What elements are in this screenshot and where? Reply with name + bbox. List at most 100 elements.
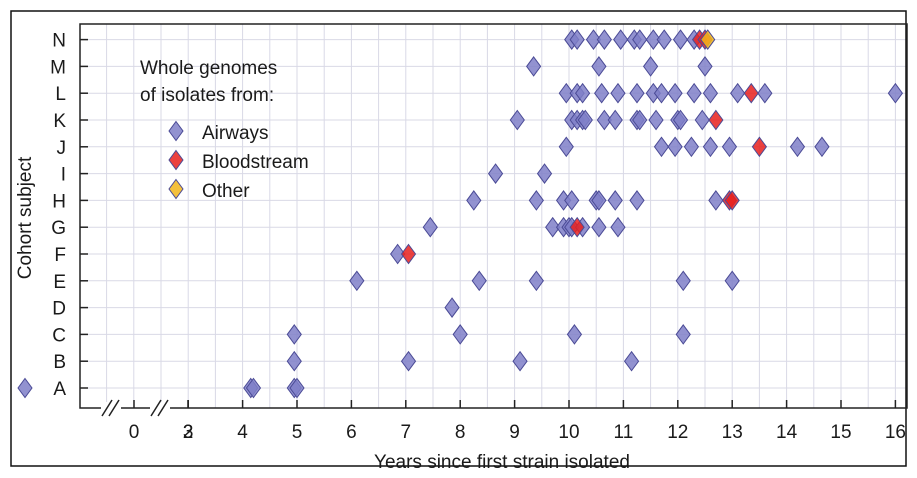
legend-title-line-1: Whole genomes xyxy=(140,58,277,79)
legend-label-other: Other xyxy=(202,181,250,202)
data-point-airways-n xyxy=(569,29,585,50)
data-point-airways-h xyxy=(708,190,724,211)
x-tick-label-4: 4 xyxy=(237,422,248,443)
data-point-airways-m xyxy=(591,56,607,77)
legend-title-line-2: of isolates from: xyxy=(140,85,274,106)
data-point-airways-b xyxy=(512,350,528,372)
data-point-airways-k xyxy=(509,109,525,131)
legend-marker-airways xyxy=(168,120,184,142)
data-point-airways-e xyxy=(528,270,544,292)
data-point-airways-h xyxy=(591,190,607,211)
y-tick-label-j: J xyxy=(57,138,67,159)
x-tick-label-2: 2 xyxy=(183,422,194,443)
data-point-airways-j xyxy=(653,136,670,158)
data-point-airways-n xyxy=(632,29,648,50)
data-point-bloodstream-l xyxy=(743,82,759,104)
data-point-airways-e xyxy=(349,270,365,292)
data-point-bloodstream-f xyxy=(400,243,417,265)
axis-break-slash xyxy=(157,399,169,417)
data-point-airways-i xyxy=(536,163,553,184)
data-point-airways-b xyxy=(623,350,640,372)
data-point-airways-j xyxy=(789,136,806,158)
data-point-airways-c xyxy=(675,324,691,345)
data-point-airways-e xyxy=(675,270,691,292)
data-point-airways-l xyxy=(887,82,904,104)
data-point-airways-j xyxy=(721,136,738,158)
data-point-airways-j xyxy=(558,136,574,158)
y-tick-label-d: D xyxy=(52,299,66,320)
data-point-airways-b xyxy=(286,350,302,372)
data-point-airways-j xyxy=(667,136,683,158)
data-point-airways-e xyxy=(724,270,740,292)
legend-marker-other xyxy=(168,178,184,200)
data-point-airways-c xyxy=(286,324,302,345)
data-point-airways-h xyxy=(564,190,580,211)
data-point-other-n xyxy=(700,29,716,50)
x-tick-label-14: 14 xyxy=(776,422,798,443)
data-point-airways-c xyxy=(566,324,583,345)
data-point-bloodstream-h xyxy=(724,190,740,211)
data-point-airways-j xyxy=(683,136,700,158)
data-point-airways-l xyxy=(594,82,610,104)
data-point-airways-l xyxy=(686,82,702,104)
data-point-airways-k xyxy=(648,109,664,131)
x-tick-label-10: 10 xyxy=(558,422,579,443)
data-point-airways-h xyxy=(607,190,623,211)
legend-label-airways: Airways xyxy=(202,123,269,144)
data-point-airways-h xyxy=(528,190,544,211)
x-tick-label-11: 11 xyxy=(614,422,634,443)
y-tick-label-n: N xyxy=(52,31,66,52)
x-tick-label-3: 3 xyxy=(183,422,194,443)
data-point-airways-e xyxy=(471,270,487,292)
data-point-airways-m xyxy=(526,56,542,77)
data-point-airways-n xyxy=(645,29,661,50)
data-point-airways-l xyxy=(667,82,683,104)
data-point-airways-h xyxy=(629,190,645,211)
x-tick-label-8: 8 xyxy=(455,422,466,443)
x-tick-label-7: 7 xyxy=(401,422,412,443)
x-tick-label-9: 9 xyxy=(509,422,520,443)
data-point-airways-k xyxy=(577,109,593,131)
data-point-airways-l xyxy=(730,82,746,104)
data-point-airways-l xyxy=(702,82,719,104)
data-point-airways-g xyxy=(610,216,626,238)
data-point-airways-g xyxy=(545,216,561,238)
data-point-airways-n xyxy=(613,29,629,50)
legend-label-bloodstream: Bloodstream xyxy=(202,152,309,173)
y-tick-label-a: A xyxy=(53,379,66,400)
data-point-airways-l xyxy=(653,82,670,104)
data-point-airways-a xyxy=(245,377,262,399)
data-point-airways-j xyxy=(814,136,830,158)
data-point-airways-b xyxy=(400,350,417,372)
y-tick-label-k: K xyxy=(53,111,66,132)
axis-break-slash xyxy=(101,399,113,417)
data-point-bloodstream-k xyxy=(708,109,724,131)
x-tick-label-5: 5 xyxy=(292,422,303,443)
data-point-bloodstream-g xyxy=(569,216,585,238)
figure-border xyxy=(10,10,907,467)
data-point-airways-n xyxy=(596,29,612,50)
data-point-airways-a xyxy=(17,377,33,399)
data-point-airways-g xyxy=(422,216,438,238)
data-point-airways-c xyxy=(452,324,468,345)
x-tick-label-15: 15 xyxy=(830,422,851,443)
y-axis-label: Cohort subject xyxy=(15,156,36,279)
data-point-airways-n xyxy=(656,29,672,50)
data-point-airways-a xyxy=(289,377,305,399)
data-point-airways-f xyxy=(390,243,406,265)
y-tick-label-c: C xyxy=(52,325,66,346)
data-point-airways-g xyxy=(591,216,607,238)
data-point-airways-l xyxy=(558,82,574,104)
axis-break-slash xyxy=(108,399,120,417)
grid xyxy=(80,24,907,408)
data-point-airways-m xyxy=(642,56,659,77)
x-axis-label: Years since first strain isolated xyxy=(374,452,630,473)
data-point-airways-i xyxy=(487,163,504,184)
y-tick-label-b: B xyxy=(53,352,66,373)
data-point-airways-k xyxy=(672,109,689,131)
axis-break-slash xyxy=(150,399,162,417)
x-tick-label-12: 12 xyxy=(667,422,688,443)
